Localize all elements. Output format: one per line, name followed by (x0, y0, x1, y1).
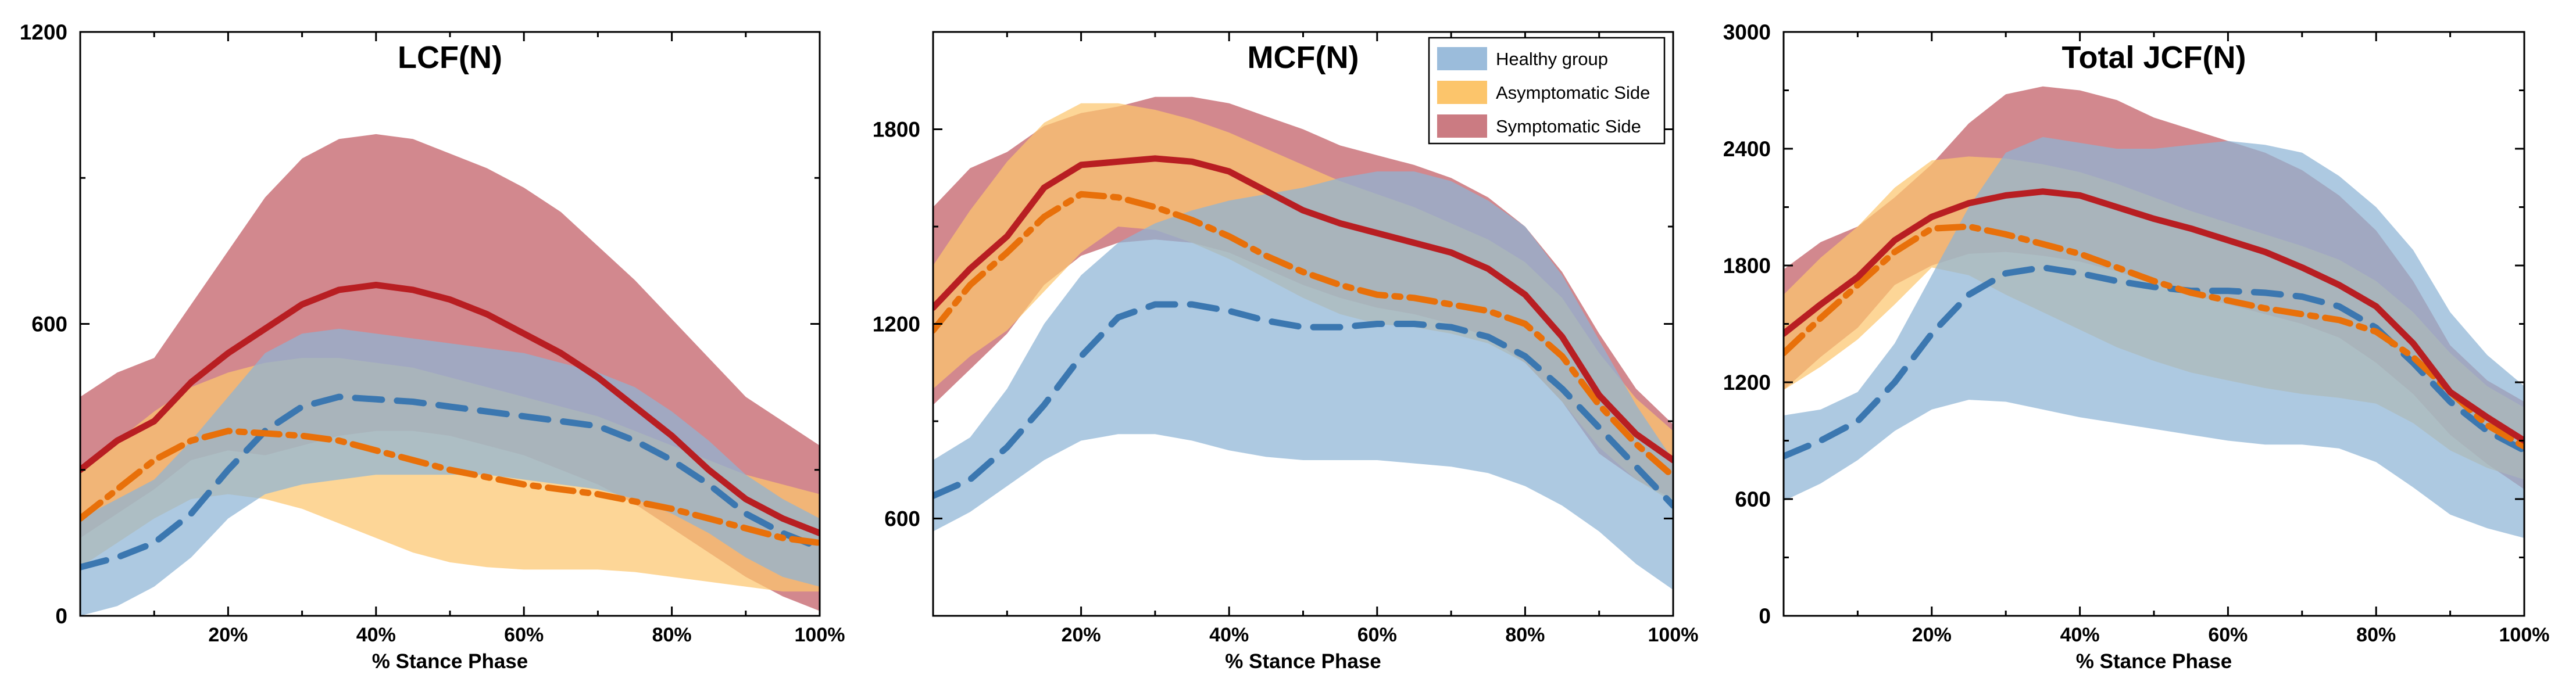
x-tick-label: 100% (795, 624, 845, 646)
mean-line-asymptomatic-side (80, 428, 820, 546)
x-tick-label: 40% (1209, 624, 1249, 646)
y-tick-label: 1200 (1723, 371, 1771, 394)
y-tick-label: 3000 (1723, 20, 1771, 44)
x-axis-title: % Stance Phase (2076, 650, 2232, 673)
y-tick-label: 0 (55, 604, 67, 628)
chart-panel-3: 0 600 1200 1800 2400 3000 20% 40% 60% 80% 100% % St… (1723, 20, 2550, 673)
x-tick-label: 20% (1062, 624, 1101, 646)
x-tick-label: 60% (504, 624, 544, 646)
band-healthy-group (933, 171, 1673, 590)
plot-area (80, 134, 820, 616)
x-tick-label: 20% (208, 624, 248, 646)
plot-area (933, 96, 1673, 590)
y-tick-label: 600 (31, 313, 67, 336)
y-tick-label: 0 (1759, 604, 1771, 628)
y-tick-label: 600 (884, 507, 920, 531)
mean-line-symptomatic-side (80, 282, 820, 537)
band-asymptomatic-side (933, 103, 1673, 503)
legend-entry: Symptomatic Side (1496, 116, 1641, 137)
x-tick-label: 40% (356, 624, 396, 646)
x-tick-label: 80% (652, 624, 692, 646)
mean-line-asymptomatic-side (1784, 223, 2524, 450)
chart-panel-1: 0 600 1200 20% 40% 60% 80% 100% % Stance Phase LC… (20, 20, 845, 673)
mean-line-healthy-group (1784, 264, 2524, 460)
x-tick-label: 60% (1357, 624, 1397, 646)
x-tick-label: 80% (1505, 624, 1545, 646)
panel-title: LCF(N) (398, 40, 502, 75)
mean-line-symptomatic-side (933, 155, 1673, 464)
y-tick-label: 1200 (20, 20, 67, 44)
x-tick-label: 80% (2356, 624, 2396, 646)
x-axis-title: % Stance Phase (1225, 650, 1381, 673)
mean-line-healthy-group (933, 301, 1673, 509)
panel-title: Total JCF(N) (2062, 40, 2246, 75)
legend-swatch (1437, 81, 1487, 104)
mean-line-asymptomatic-side (933, 191, 1673, 480)
band-healthy-group (1784, 137, 2524, 538)
legend-entry: Healthy group (1496, 49, 1608, 69)
x-tick-label: 40% (2060, 624, 2100, 646)
legend-swatch (1437, 47, 1487, 70)
y-tick-label: 600 (1735, 487, 1771, 511)
y-tick-label: 1800 (1723, 254, 1771, 278)
x-axis-title: % Stance Phase (372, 650, 528, 673)
legend-swatch (1437, 114, 1487, 138)
x-tick-label: 20% (1912, 624, 1952, 646)
y-tick-label: 2400 (1723, 137, 1771, 161)
panel-title: MCF(N) (1248, 40, 1359, 75)
y-tick-label: 1800 (873, 118, 920, 142)
x-tick-label: 100% (1648, 624, 1699, 646)
y-tick-label: 1200 (873, 313, 920, 336)
plot-area (1784, 86, 2524, 538)
legend: Healthy group Asymptomatic Side Symptomati… (1428, 37, 1666, 145)
legend-entry: Asymptomatic Side (1496, 82, 1650, 103)
chart-panel-2: 600 1200 1800 20% 40% 60% 80% 100% % Stance Phas… (873, 31, 1699, 673)
mean-line-symptomatic-side (1784, 188, 2524, 444)
mean-line-healthy-group (80, 393, 820, 571)
x-tick-label: 60% (2208, 624, 2248, 646)
x-tick-label: 100% (2499, 624, 2550, 646)
